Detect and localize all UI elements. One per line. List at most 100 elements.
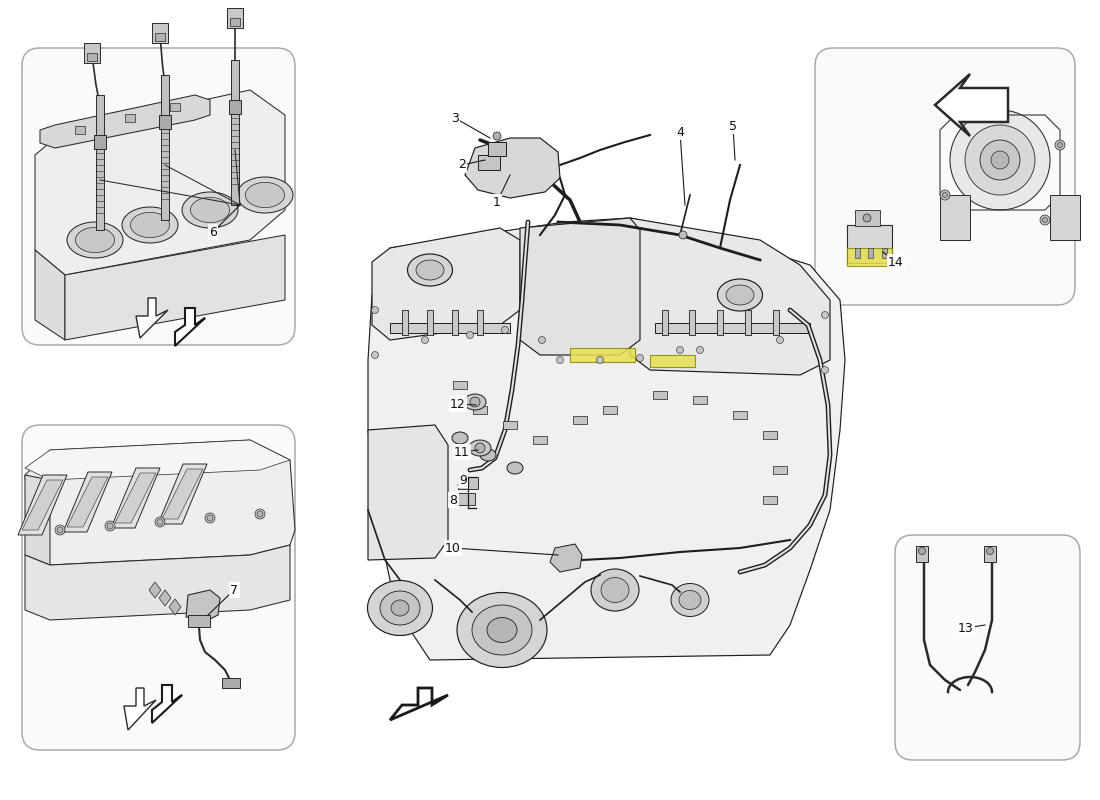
Circle shape xyxy=(637,354,644,362)
Polygon shape xyxy=(25,440,290,480)
Circle shape xyxy=(822,366,828,374)
Ellipse shape xyxy=(591,569,639,611)
Ellipse shape xyxy=(236,177,293,213)
Circle shape xyxy=(696,346,704,354)
Text: 1: 1 xyxy=(493,195,500,209)
Bar xyxy=(745,310,751,335)
Circle shape xyxy=(539,337,546,343)
Bar xyxy=(427,310,433,335)
Polygon shape xyxy=(390,688,448,720)
Circle shape xyxy=(1055,140,1065,150)
Text: 4: 4 xyxy=(676,126,684,138)
Polygon shape xyxy=(186,590,220,620)
Ellipse shape xyxy=(472,605,532,655)
Text: 1985: 1985 xyxy=(482,529,628,622)
Polygon shape xyxy=(550,544,582,572)
Bar xyxy=(984,546,996,562)
Polygon shape xyxy=(25,545,290,620)
Circle shape xyxy=(55,525,65,535)
FancyBboxPatch shape xyxy=(22,48,295,345)
Bar xyxy=(570,348,635,362)
Polygon shape xyxy=(67,477,108,527)
Circle shape xyxy=(155,517,165,527)
Text: a passion for: a passion for xyxy=(405,458,705,602)
Polygon shape xyxy=(465,138,560,198)
Ellipse shape xyxy=(950,110,1050,210)
Bar xyxy=(868,248,873,258)
Bar xyxy=(453,381,468,389)
Ellipse shape xyxy=(416,260,444,280)
Polygon shape xyxy=(152,685,182,723)
Circle shape xyxy=(777,337,783,343)
Circle shape xyxy=(421,337,429,343)
Ellipse shape xyxy=(76,227,114,253)
Bar xyxy=(94,135,106,149)
Ellipse shape xyxy=(190,198,230,222)
FancyBboxPatch shape xyxy=(895,535,1080,760)
Circle shape xyxy=(822,311,828,318)
Circle shape xyxy=(557,357,563,363)
Text: 8: 8 xyxy=(449,494,456,506)
Ellipse shape xyxy=(671,583,710,617)
Bar xyxy=(160,115,170,129)
Bar xyxy=(152,23,168,43)
Text: 2: 2 xyxy=(458,158,466,171)
Bar xyxy=(478,155,500,170)
Bar xyxy=(733,411,747,419)
Polygon shape xyxy=(25,475,50,565)
Bar xyxy=(1050,195,1080,240)
Bar xyxy=(402,310,408,335)
Ellipse shape xyxy=(487,618,517,642)
Ellipse shape xyxy=(407,254,452,286)
Ellipse shape xyxy=(367,581,432,635)
Ellipse shape xyxy=(245,182,285,208)
Circle shape xyxy=(1040,215,1050,225)
Ellipse shape xyxy=(456,593,547,667)
Polygon shape xyxy=(111,468,160,528)
Bar xyxy=(96,95,104,230)
Polygon shape xyxy=(18,475,67,535)
Circle shape xyxy=(502,326,508,334)
Polygon shape xyxy=(372,228,520,340)
Bar xyxy=(693,396,707,404)
Text: 13: 13 xyxy=(958,622,974,634)
Circle shape xyxy=(475,443,485,453)
Bar xyxy=(916,546,928,562)
Text: 6: 6 xyxy=(209,226,217,238)
Circle shape xyxy=(470,397,480,407)
Circle shape xyxy=(676,346,683,354)
Ellipse shape xyxy=(717,279,762,311)
Ellipse shape xyxy=(122,207,178,243)
Polygon shape xyxy=(935,74,1008,136)
Circle shape xyxy=(257,511,263,517)
Polygon shape xyxy=(520,218,640,355)
Bar xyxy=(662,310,668,335)
Circle shape xyxy=(372,351,378,358)
Ellipse shape xyxy=(726,285,754,305)
Bar xyxy=(230,18,240,26)
Circle shape xyxy=(255,509,265,519)
Bar xyxy=(75,126,85,134)
Bar xyxy=(488,142,506,156)
Bar xyxy=(653,391,667,399)
Circle shape xyxy=(943,193,947,198)
Polygon shape xyxy=(368,218,845,660)
Text: 12: 12 xyxy=(450,398,466,410)
Circle shape xyxy=(372,306,378,314)
Ellipse shape xyxy=(379,591,420,625)
Ellipse shape xyxy=(991,151,1009,169)
Ellipse shape xyxy=(182,192,238,228)
Ellipse shape xyxy=(507,462,522,474)
Polygon shape xyxy=(35,250,65,340)
Text: 14: 14 xyxy=(888,255,904,269)
Polygon shape xyxy=(158,464,207,524)
Bar xyxy=(689,310,695,335)
Bar xyxy=(452,310,458,335)
Bar xyxy=(87,53,97,61)
FancyBboxPatch shape xyxy=(815,48,1075,305)
Bar xyxy=(503,421,517,429)
Bar xyxy=(855,248,860,258)
Ellipse shape xyxy=(480,449,496,461)
Text: eu: eu xyxy=(449,346,661,494)
Polygon shape xyxy=(22,480,63,530)
